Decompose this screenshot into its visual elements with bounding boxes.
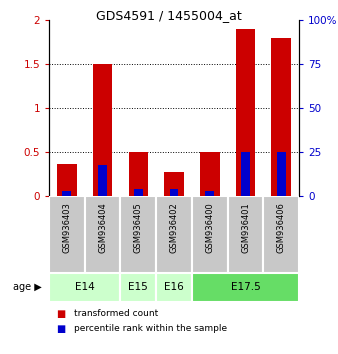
Bar xyxy=(192,196,228,273)
Bar xyxy=(192,273,299,302)
Bar xyxy=(98,165,107,196)
Bar xyxy=(120,196,156,273)
Bar xyxy=(63,191,71,196)
Bar xyxy=(200,152,220,196)
Bar xyxy=(271,38,291,196)
Text: E16: E16 xyxy=(164,282,184,292)
Text: age ▶: age ▶ xyxy=(14,282,42,292)
Bar xyxy=(277,152,286,196)
Text: GSM936406: GSM936406 xyxy=(277,202,286,253)
Bar xyxy=(156,196,192,273)
Text: GSM936401: GSM936401 xyxy=(241,202,250,252)
Bar xyxy=(206,191,214,196)
Bar xyxy=(156,273,192,302)
Bar xyxy=(170,189,178,196)
Text: percentile rank within the sample: percentile rank within the sample xyxy=(74,324,227,333)
Text: GSM936405: GSM936405 xyxy=(134,202,143,252)
Text: GSM936400: GSM936400 xyxy=(205,202,214,252)
Text: ■: ■ xyxy=(56,309,65,319)
Bar xyxy=(93,64,113,196)
Bar xyxy=(236,29,256,196)
Bar xyxy=(49,196,85,273)
Bar xyxy=(57,164,77,196)
Bar xyxy=(263,196,299,273)
Bar xyxy=(164,172,184,196)
Bar xyxy=(134,189,143,196)
Text: E15: E15 xyxy=(128,282,148,292)
Text: GSM936404: GSM936404 xyxy=(98,202,107,252)
Text: transformed count: transformed count xyxy=(74,309,159,319)
Bar xyxy=(128,152,148,196)
Text: E17.5: E17.5 xyxy=(231,282,260,292)
Bar xyxy=(85,196,120,273)
Text: GSM936402: GSM936402 xyxy=(170,202,178,252)
Text: GDS4591 / 1455004_at: GDS4591 / 1455004_at xyxy=(96,9,242,22)
Text: GSM936403: GSM936403 xyxy=(63,202,71,253)
Text: ■: ■ xyxy=(56,324,65,334)
Bar xyxy=(241,152,250,196)
Bar xyxy=(49,273,120,302)
Text: E14: E14 xyxy=(75,282,95,292)
Bar xyxy=(120,273,156,302)
Bar xyxy=(228,196,263,273)
